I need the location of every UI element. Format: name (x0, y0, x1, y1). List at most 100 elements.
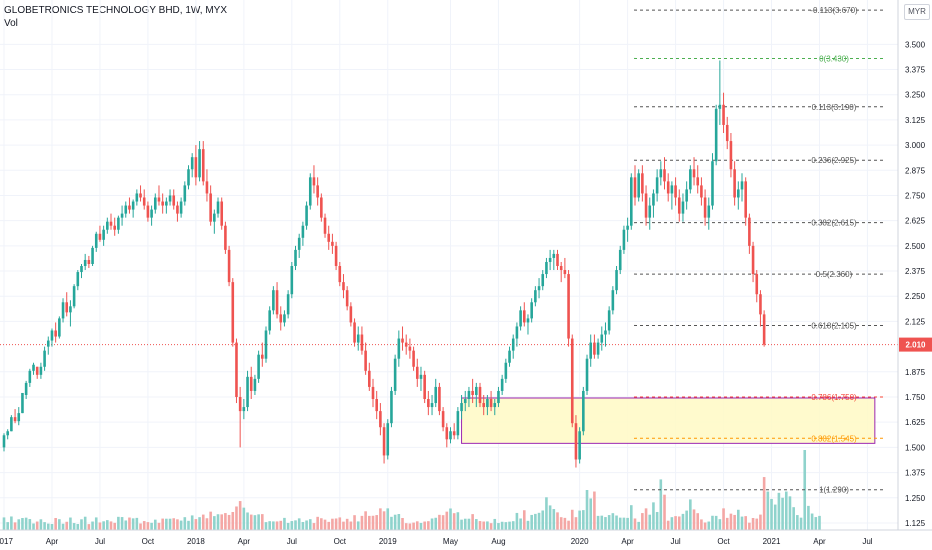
volume-bar (486, 521, 489, 530)
volume-bar (744, 516, 747, 530)
candle-body (139, 193, 142, 198)
volume-bar (504, 522, 508, 530)
y-tick-label: 1.875 (905, 368, 926, 377)
fib-level-label: 0.786(1.750) (811, 393, 857, 402)
candle-body (489, 399, 493, 408)
candle-body (696, 177, 700, 186)
volume-bar (320, 518, 323, 530)
volume-bar (109, 521, 113, 530)
volume-bar (637, 521, 640, 530)
candle-body (692, 169, 696, 178)
candle-body (567, 274, 570, 339)
volume-bar (401, 518, 404, 530)
candle-body (556, 253, 559, 267)
candle-body (242, 407, 246, 412)
volume-bar (762, 477, 766, 530)
volume-bar (286, 522, 290, 530)
candle-body (98, 233, 102, 240)
volume-bar (777, 492, 781, 530)
volume-bar (216, 514, 220, 530)
volume-bar (294, 520, 297, 530)
volume-bar (327, 521, 331, 530)
volume-bar (600, 515, 604, 530)
volume-bar (714, 515, 718, 530)
volume-bar (94, 517, 98, 530)
volume-bar (567, 520, 570, 530)
volume-bar (781, 497, 784, 530)
candle-body (342, 282, 345, 291)
candle-body (460, 403, 463, 412)
volume-bar (434, 517, 438, 530)
volume-bar (541, 510, 545, 530)
candle-body (729, 141, 733, 170)
volume-indicator-label: Vol (4, 18, 18, 29)
volume-bar (659, 479, 663, 530)
candle-body (21, 392, 24, 414)
candle-body (755, 274, 759, 295)
volume-bar (604, 517, 607, 530)
volume-bar (135, 517, 139, 530)
candle-body (187, 169, 190, 186)
candle-body (714, 108, 718, 162)
candle-body (412, 350, 415, 367)
candle-body (751, 245, 755, 275)
candle-body (32, 364, 35, 371)
volume-bar (305, 520, 308, 530)
candle-body (644, 193, 648, 218)
fibonacci-retracement[interactable]: -0.113(3.670) 0(3.430) 0.113(3.190) 0.236(2… (634, 6, 886, 495)
candle-body (249, 376, 253, 391)
volume-bar (489, 523, 493, 530)
volume-bar (689, 499, 692, 530)
candle-body (91, 247, 94, 264)
volume-bar (593, 491, 596, 530)
candle-body (327, 233, 331, 242)
volume-bar (301, 522, 305, 530)
candle-body (504, 362, 508, 379)
volume-bar (393, 514, 397, 530)
support-zone[interactable] (461, 397, 876, 444)
candle-body (194, 157, 198, 178)
candle-body (331, 241, 334, 246)
candle-body (246, 376, 249, 408)
volume-bar (375, 515, 378, 530)
volume-bar (641, 513, 644, 530)
volume-bar (703, 522, 707, 530)
volume-bar (312, 523, 316, 530)
fib-level-label: 0.882(1.545) (811, 434, 857, 443)
candle-body (415, 366, 419, 379)
volume-bar (412, 522, 415, 530)
volume-bar (65, 521, 69, 530)
candle-body (379, 411, 382, 428)
candle-body (652, 193, 655, 206)
candle-body (17, 413, 21, 422)
candle-body (50, 330, 54, 341)
x-tick-label: Oct (717, 537, 730, 546)
volume-bar (13, 522, 17, 530)
volume-bar (50, 524, 54, 530)
candle-body (733, 169, 736, 198)
candle-body (301, 225, 305, 238)
volume-bar (231, 512, 235, 530)
volume-bar (670, 517, 674, 530)
candle-body (253, 378, 257, 391)
y-tick-label: 1.250 (905, 494, 926, 503)
candle-body (386, 423, 390, 456)
grid (0, 0, 898, 530)
volume-bar (220, 514, 224, 530)
candle-body (737, 189, 740, 198)
volume-bar (733, 514, 736, 530)
currency-badge[interactable]: MYR (904, 4, 930, 20)
volume-bar (253, 515, 257, 530)
fib-level-label: 0(3.430) (819, 54, 849, 63)
fib-level-label: 0.5(2.360) (816, 270, 853, 279)
volume-bar (784, 491, 788, 530)
volume-bar (35, 521, 39, 530)
volume-bar (511, 521, 515, 530)
volume-bar (663, 494, 666, 530)
candle-body (80, 266, 83, 273)
volume-bar (796, 515, 799, 530)
volume-bar (799, 517, 803, 530)
volume-bar (644, 508, 648, 530)
